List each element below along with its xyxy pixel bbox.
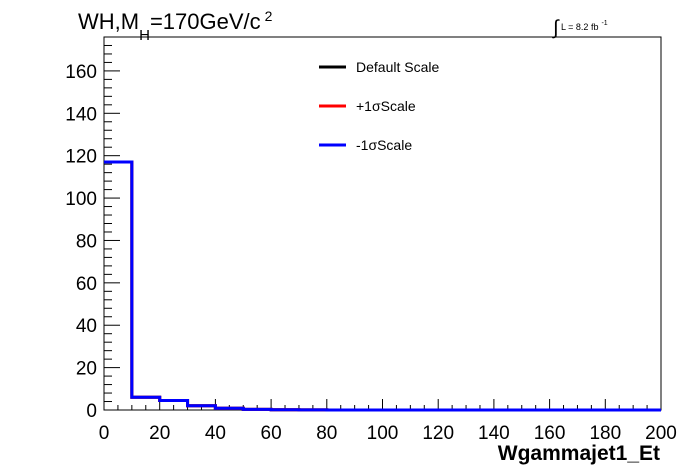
legend: Default Scale +1σScale -1σScale (319, 59, 439, 153)
x-axis-label: Wgammajet1_Et (498, 442, 660, 465)
plot-frame (103, 36, 662, 411)
series-group (104, 160, 661, 412)
series-line-2 (104, 160, 661, 412)
luminosity-superscript: -1 (601, 20, 608, 27)
x-tick-label: 200 (645, 423, 677, 444)
y-tick-label: 100 (65, 189, 97, 210)
x-tick-label: 80 (316, 423, 337, 444)
y-tick-label: 160 (65, 62, 97, 83)
x-tick-label: 180 (589, 423, 621, 444)
x-tick-label: 160 (534, 423, 566, 444)
y-tick-label: 0 (86, 401, 97, 422)
y-tick-label: 80 (76, 231, 97, 252)
y-tick-label: 120 (65, 147, 97, 168)
y-tick-label: 40 (76, 316, 97, 337)
x-tick-label: 100 (367, 423, 399, 444)
x-tick-label: 20 (149, 423, 170, 444)
y-tick-label: 140 (65, 104, 97, 125)
title-mid: =170GeV/c (149, 9, 261, 34)
integral-symbol: ∫ (553, 17, 559, 39)
title-superscript: 2 (264, 8, 273, 24)
title-main: WH,M (78, 9, 140, 34)
x-tick-label: 40 (205, 423, 226, 444)
title-subscript: H (139, 27, 150, 44)
chart-title: WH,MH=170GeV/c 2 (78, 8, 273, 44)
x-tick-label: 0 (99, 423, 110, 444)
x-tick-label: 120 (422, 423, 454, 444)
x-tick-label: 140 (478, 423, 510, 444)
y-tick-label: 20 (76, 359, 97, 380)
legend-label: +1σScale (356, 98, 416, 114)
x-tick-label: 60 (261, 423, 282, 444)
legend-label: -1σScale (356, 137, 412, 153)
axes: 0 20 40 60 80 100 120 140 160 180 200 0 20 40 60 80 100 1… (65, 36, 677, 444)
luminosity-label: ∫ L = 8.2 fb -1 (553, 18, 608, 38)
y-tick-label: 60 (76, 274, 97, 295)
series-line-1 (104, 160, 661, 412)
legend-label: Default Scale (356, 59, 439, 75)
luminosity-text: L = 8.2 fb (561, 22, 599, 32)
series-line-3 (104, 160, 661, 412)
